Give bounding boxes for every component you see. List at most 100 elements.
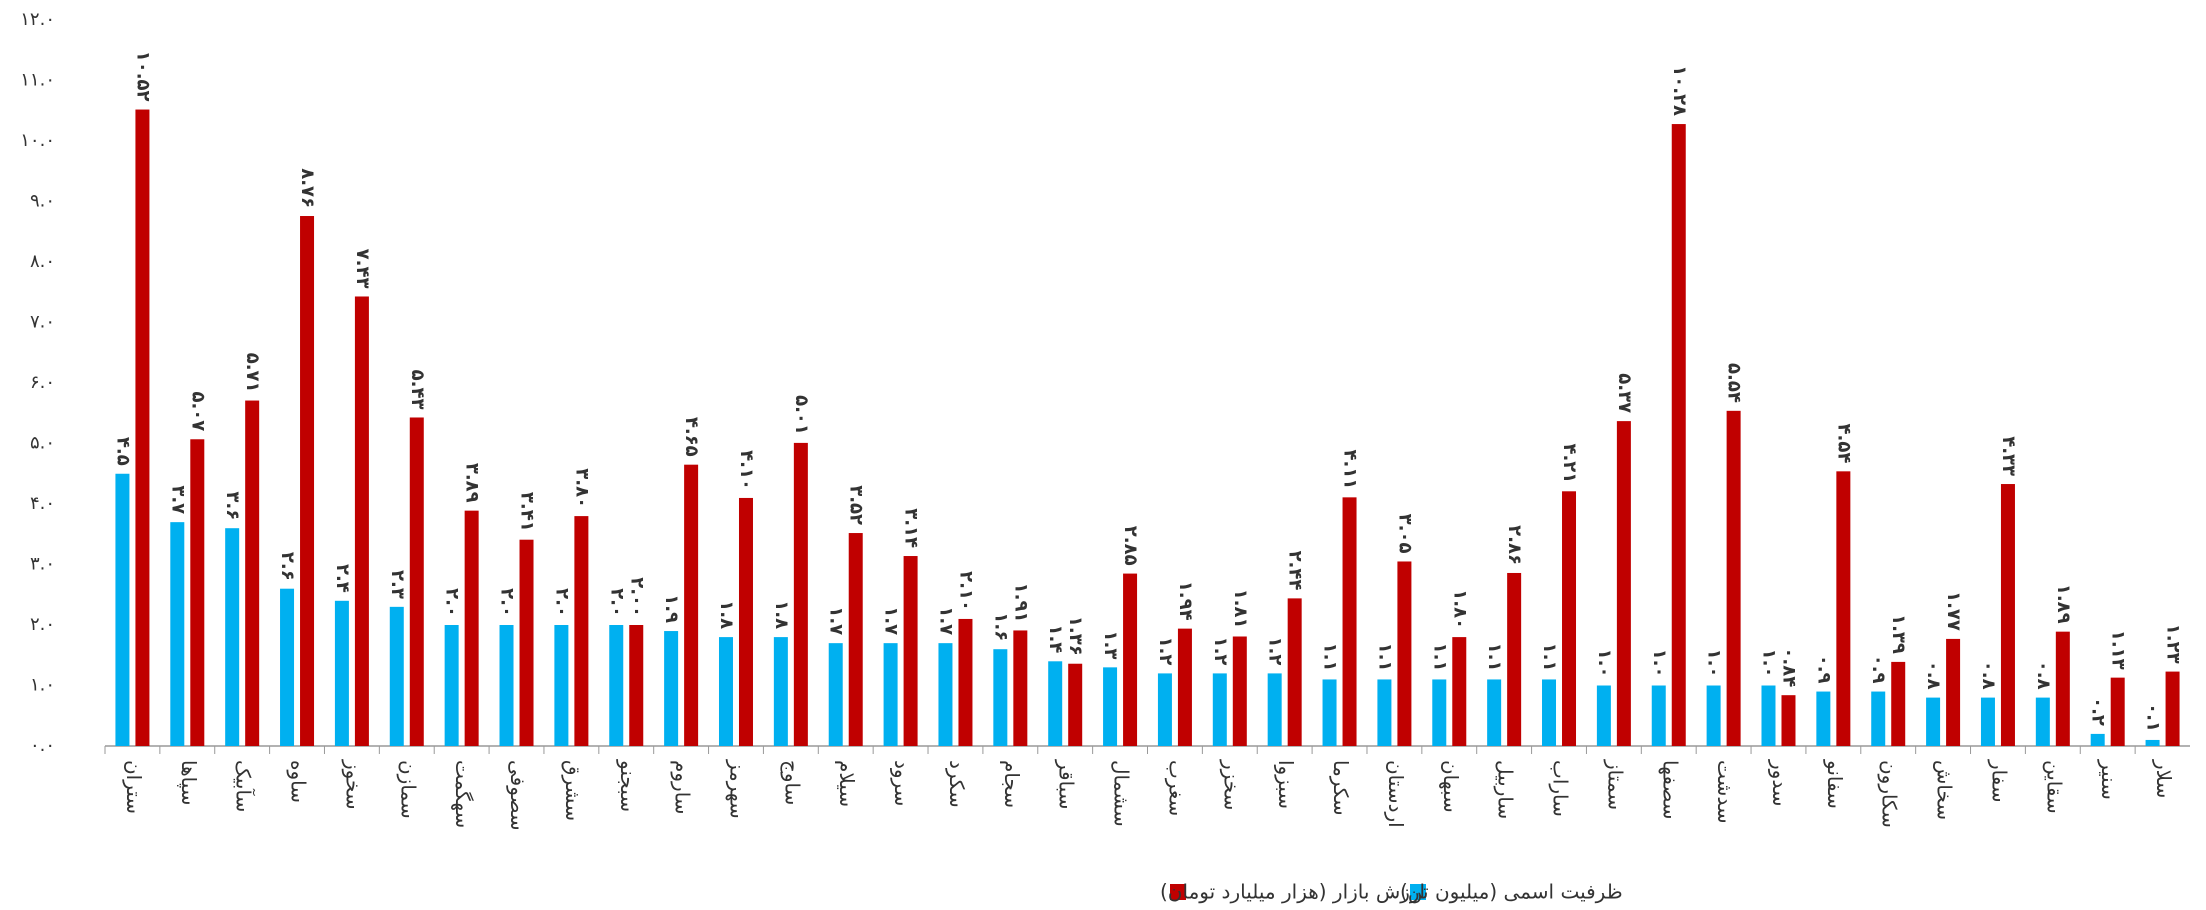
bar xyxy=(1432,679,1447,746)
data-label: ۱.۱۳ xyxy=(2108,630,2129,670)
bar xyxy=(554,625,569,746)
data-label: ۱.۲ xyxy=(1210,637,1231,666)
bar xyxy=(1671,124,1686,746)
data-label: ۰.۸ xyxy=(1923,661,1944,690)
data-label: ۳.۰۵ xyxy=(1394,514,1415,554)
data-label: ۱۰.۵۲ xyxy=(132,51,153,102)
y-tick-label: ۷.۰ xyxy=(30,312,55,333)
bar xyxy=(1342,497,1357,746)
data-label: ۵.۷۱ xyxy=(242,353,263,393)
data-label: ۰.۸ xyxy=(2033,661,2054,690)
y-tick-label: ۹.۰ xyxy=(30,191,55,212)
bar xyxy=(1761,685,1776,746)
bar xyxy=(1267,673,1282,746)
y-tick-label: ۰.۰ xyxy=(30,735,55,756)
bar xyxy=(2055,631,2070,746)
y-tick-label: ۱۱.۰ xyxy=(20,70,55,91)
bar xyxy=(1891,661,1906,746)
x-tick-label: سهگمت xyxy=(451,760,475,828)
x-tick-label: سیلام xyxy=(835,760,859,807)
data-label: ۷.۴۳ xyxy=(352,249,373,289)
data-label: ۳.۱۴ xyxy=(901,508,922,548)
x-tick-label: سمتاز xyxy=(1603,759,1627,810)
data-label: ۲.۸۶ xyxy=(1504,525,1525,565)
data-label: ۲.۶ xyxy=(277,552,298,581)
x-tick-label: سغرب xyxy=(1164,760,1188,816)
data-label: ۴.۱۱ xyxy=(1340,450,1361,490)
bar xyxy=(903,556,918,746)
bar xyxy=(883,643,898,746)
bar xyxy=(389,606,404,746)
data-label: ۱.۲۳ xyxy=(2163,624,2184,664)
data-label: ۴.۶۵ xyxy=(681,417,702,457)
data-label: ۳.۵۲ xyxy=(846,485,867,525)
x-tick-label: سآبیک xyxy=(232,760,257,812)
x-tick-label: سکرما xyxy=(1329,760,1353,816)
data-label: ۱.۰ xyxy=(1594,649,1615,678)
bar xyxy=(1542,679,1557,746)
bar xyxy=(1596,685,1611,746)
x-tick-label: سدور xyxy=(1768,759,1792,807)
x-tick-label: سفانو xyxy=(1823,759,1847,809)
bar xyxy=(444,625,459,746)
data-label: ۱.۷ xyxy=(935,606,956,635)
data-label: ۱.۴ xyxy=(1045,624,1066,653)
data-label: ۱.۸ xyxy=(771,600,792,629)
data-label: ۰.۸۴ xyxy=(1778,647,1799,687)
bar xyxy=(2090,733,2105,746)
data-label: ۱.۸ xyxy=(716,600,737,629)
bar xyxy=(280,588,295,746)
bar xyxy=(1816,691,1831,746)
bar xyxy=(1871,691,1886,746)
bar xyxy=(1013,630,1028,746)
bar xyxy=(170,522,185,746)
data-label: ۰.۹ xyxy=(1868,655,1889,684)
bar xyxy=(409,417,424,746)
bar xyxy=(1377,679,1392,746)
bar xyxy=(718,637,733,746)
bar xyxy=(609,625,624,746)
x-tick-label: سپاها xyxy=(176,760,201,806)
bar xyxy=(1048,661,1063,746)
bar xyxy=(354,296,369,746)
data-label: ۱.۳۶ xyxy=(1065,616,1086,656)
x-tick-label: سجام xyxy=(1000,760,1024,808)
bar xyxy=(1651,685,1666,746)
bar xyxy=(464,510,479,746)
bar xyxy=(115,473,130,746)
x-tick-label: ساوج xyxy=(780,760,804,805)
x-tick-label: سصوفی xyxy=(506,760,530,831)
bar xyxy=(1926,697,1941,746)
y-tick-label: ۱۲.۰ xyxy=(20,9,55,30)
data-label: ۳.۸۰ xyxy=(571,468,592,508)
data-label: ۱.۹۴ xyxy=(1175,581,1196,621)
data-label: ۴.۵ xyxy=(112,437,133,466)
bar xyxy=(1123,573,1138,746)
data-label: ۵.۰۷ xyxy=(187,391,208,431)
bar xyxy=(225,528,240,746)
data-label: ۱.۱ xyxy=(1484,643,1505,672)
x-tick-label: ستران xyxy=(122,760,146,814)
bar xyxy=(1068,663,1083,746)
x-tick-label: سباقر xyxy=(1055,759,1079,809)
data-label: ۱.۸۹ xyxy=(2053,584,2074,624)
bar xyxy=(1726,410,1741,746)
x-tick-label: سشرق xyxy=(561,760,585,821)
y-tick-label: ۸.۰ xyxy=(30,251,55,272)
bar xyxy=(2000,484,2015,746)
y-tick-label: ۳.۰ xyxy=(30,554,55,575)
bar xyxy=(1706,685,1721,746)
y-tick-label: ۴.۰ xyxy=(30,493,55,514)
x-tick-label: سخوز xyxy=(341,759,365,810)
data-label: ۱.۹۱ xyxy=(1010,583,1031,623)
data-label: ۱.۱ xyxy=(1429,643,1450,672)
x-tick-label: سمازن xyxy=(396,760,420,819)
data-label: ۳.۷ xyxy=(167,485,188,514)
data-label: ۳.۸۹ xyxy=(462,463,483,503)
bar xyxy=(1232,636,1247,746)
bar xyxy=(190,439,205,746)
bar xyxy=(1177,628,1192,746)
data-label: ۰.۱ xyxy=(2143,703,2164,732)
data-label: ۲.۴۴ xyxy=(1285,551,1306,591)
